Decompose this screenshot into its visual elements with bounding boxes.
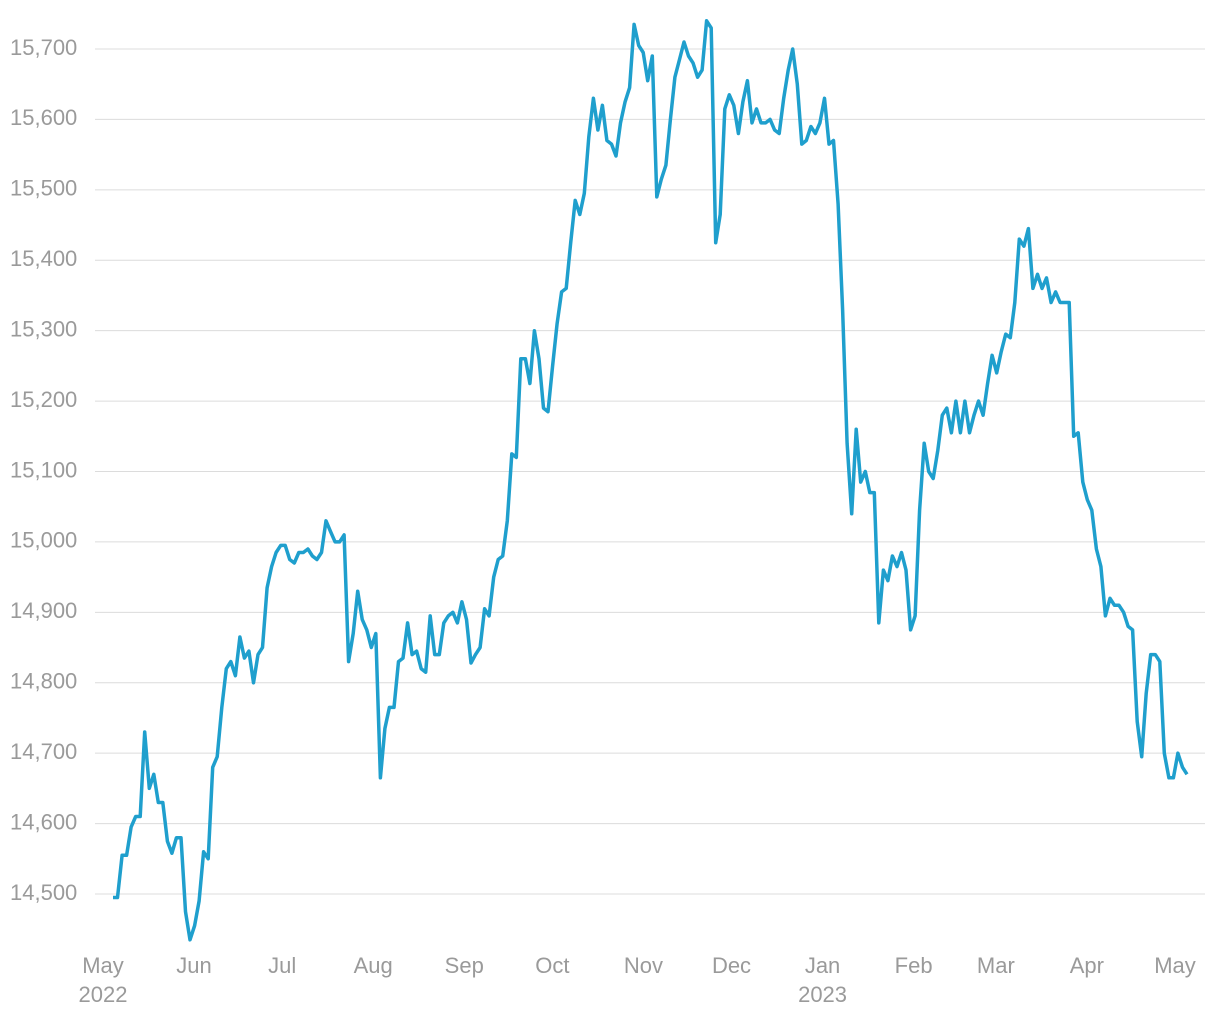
x-tick-label: Sep: [445, 953, 484, 978]
y-tick-label: 15,500: [10, 176, 77, 201]
y-tick-label: 15,600: [10, 105, 77, 130]
x-tick-label: Apr: [1070, 953, 1104, 978]
x-tick-label: Dec: [712, 953, 751, 978]
x-tick-label: Aug: [354, 953, 393, 978]
x-tick-label: May: [82, 953, 124, 978]
line: [113, 19, 1189, 942]
y-tick-label: 14,800: [10, 669, 77, 694]
x-tick-label: Nov: [624, 953, 663, 978]
x-tick-label: Jul: [268, 953, 296, 978]
y-tick-label: 15,400: [10, 246, 77, 271]
y-tick-label: 15,700: [10, 35, 77, 60]
y-tick-label: 15,200: [10, 387, 77, 412]
y-tick-label: 15,300: [10, 316, 77, 341]
y-tick-label: 15,000: [10, 528, 77, 553]
x-year-label: 2022: [79, 982, 128, 1007]
x-tick-label: Jun: [176, 953, 211, 978]
x-tick-label: May: [1154, 953, 1196, 978]
y-tick-label: 14,900: [10, 598, 77, 623]
x-tick-label: Jan: [805, 953, 840, 978]
y-tick-label: 15,100: [10, 457, 77, 482]
y-tick-label: 14,700: [10, 739, 77, 764]
y-tick-label: 14,600: [10, 809, 77, 834]
x-tick-label: Mar: [977, 953, 1015, 978]
x-year-label: 2023: [798, 982, 847, 1007]
x-tick-label: Oct: [535, 953, 569, 978]
x-tick-label: Feb: [895, 953, 933, 978]
y-tick-label: 14,500: [10, 880, 77, 905]
